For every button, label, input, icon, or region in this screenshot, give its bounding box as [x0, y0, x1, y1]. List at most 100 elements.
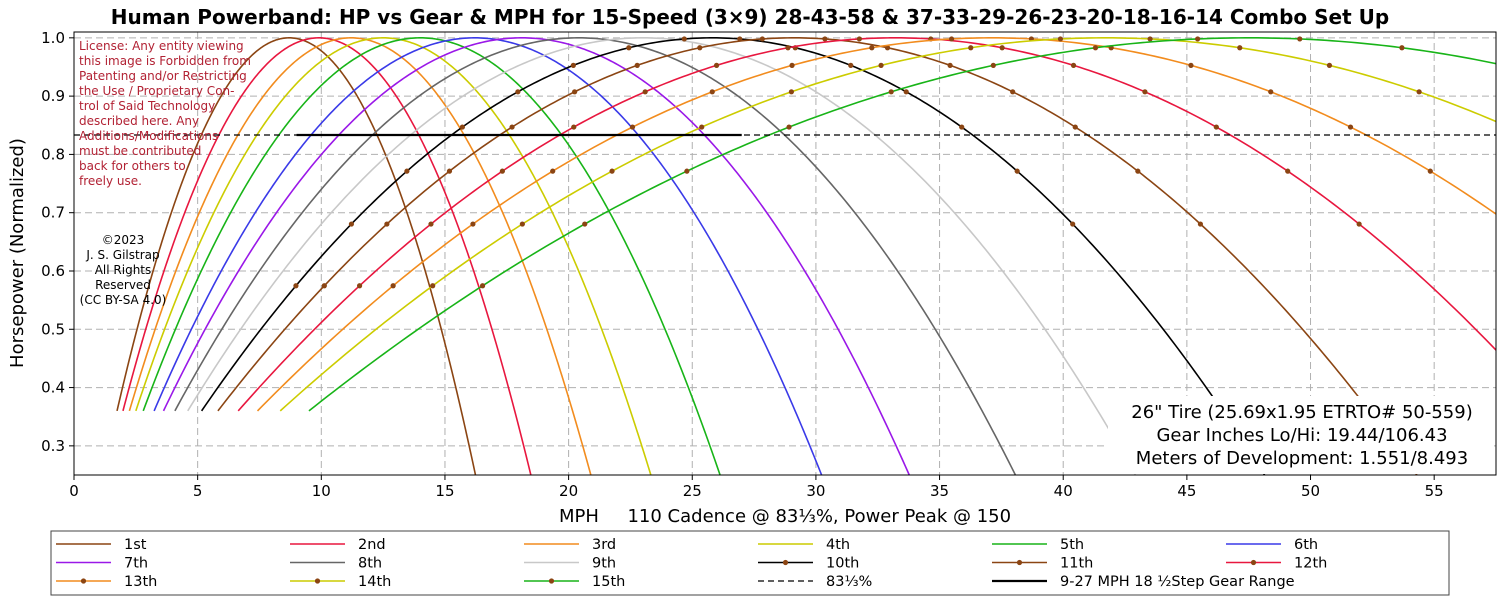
- series-marker-15th: [1399, 45, 1405, 51]
- legend-label: 13th: [124, 574, 157, 590]
- series-marker-14th: [1057, 36, 1064, 42]
- legend-marker: [548, 578, 555, 584]
- series-marker-15th: [888, 89, 894, 95]
- series-marker-10th: [348, 221, 355, 227]
- series-line-4th: [135, 37, 652, 475]
- legend-label: 9-27 MPH 18 ½Step Gear Range: [1060, 574, 1295, 590]
- series-marker-11th: [634, 62, 640, 68]
- series-marker-12th: [1285, 168, 1291, 174]
- series-marker-14th: [1147, 36, 1153, 42]
- series-marker-14th: [699, 124, 705, 130]
- series-marker-11th: [321, 283, 327, 289]
- series-line-15th: [308, 37, 1496, 412]
- series-marker-10th: [681, 36, 687, 42]
- series-line-13th: [256, 37, 1496, 412]
- series-marker-12th: [428, 221, 434, 227]
- y-tick-label: 0.7: [41, 204, 65, 222]
- license-text-line: this image is Forbidden from: [79, 54, 251, 68]
- y-tick-label: 0.9: [41, 87, 65, 105]
- series-marker-15th: [786, 124, 792, 130]
- series-marker-10th: [404, 168, 410, 174]
- legend-marker: [1016, 559, 1023, 566]
- series-marker-12th: [356, 283, 363, 289]
- license-text-line: must be contributed: [79, 144, 201, 158]
- series-marker-14th: [1326, 62, 1333, 68]
- legend-label: 8th: [358, 556, 382, 572]
- series-marker-13th: [470, 221, 476, 227]
- series-marker-15th: [1195, 36, 1201, 42]
- x-tick-label: 45: [1177, 482, 1196, 500]
- series-line-12th: [237, 37, 1496, 412]
- legend-label: 2nd: [358, 537, 386, 553]
- series-marker-12th: [785, 45, 791, 51]
- copyright-text-line: ©2023: [102, 233, 145, 247]
- series-marker-13th: [550, 168, 556, 174]
- legend-label: 3rd: [592, 537, 616, 553]
- series-marker-13th: [869, 45, 875, 51]
- series-marker-11th: [1197, 221, 1204, 227]
- series-marker-14th: [788, 89, 794, 95]
- y-tick-label: 0.6: [41, 262, 65, 280]
- x-tick-label: 30: [806, 482, 825, 500]
- x-tick-label: 50: [1301, 482, 1320, 500]
- legend: 1st 2nd 3rd 4th 5th 6th 7th 8th 9th 10th 11th 12th 1…: [50, 530, 1450, 596]
- series-marker-14th: [609, 168, 615, 174]
- series-marker-11th: [572, 89, 578, 95]
- series-marker-12th: [1142, 89, 1148, 95]
- x-tick-label: 25: [683, 482, 702, 500]
- legend-marker: [1250, 559, 1257, 566]
- series-marker-13th: [949, 36, 955, 42]
- series-marker-12th: [642, 89, 648, 95]
- series-marker-11th: [1010, 89, 1016, 95]
- legend-marker: [80, 578, 87, 584]
- license-text-line: described here. Any: [79, 114, 199, 128]
- series-marker-13th: [629, 124, 636, 130]
- series-marker-10th: [459, 124, 465, 130]
- info-text-line: Meters of Development: 1.551/8.493: [1136, 448, 1468, 469]
- legend-marker: [782, 559, 789, 566]
- series-line-1st: [116, 37, 477, 475]
- license-text-line: Additions/Modifications: [79, 129, 218, 143]
- y-tick-label: 0.8: [41, 145, 65, 163]
- series-marker-12th: [999, 45, 1005, 51]
- legend-label: 6th: [1294, 537, 1318, 553]
- series-marker-13th: [1347, 124, 1354, 130]
- legend-label: 14th: [358, 574, 391, 590]
- x-tick-label: 35: [930, 482, 949, 500]
- series-marker-15th: [990, 62, 996, 68]
- series-marker-12th: [571, 124, 577, 130]
- axes: 0 5 10 15 20 25 30 35 40 45 50 55 0.3 0.4 0.5 0.6 0.7 0.8…: [41, 29, 1497, 500]
- series-marker-14th: [1237, 45, 1243, 51]
- series-line-14th: [279, 37, 1496, 412]
- series-marker-10th: [848, 62, 854, 68]
- series-line-8th: [174, 37, 1017, 475]
- series-marker-13th: [1268, 89, 1274, 95]
- series-marker-12th: [1070, 62, 1077, 68]
- y-tick-label: 1.0: [41, 29, 65, 47]
- legend-label: 1st: [124, 537, 147, 553]
- copyright-text-line: Reserved: [95, 278, 151, 292]
- x-tick-label: 0: [69, 482, 79, 500]
- series-line-5th: [142, 37, 721, 475]
- y-tick-label: 0.3: [41, 437, 65, 455]
- series-marker-13th: [1427, 168, 1433, 174]
- series-marker-15th: [1092, 45, 1099, 51]
- series-marker-11th: [509, 124, 515, 130]
- series-line-6th: [153, 37, 823, 475]
- license-text-line: trol of Said Technology: [79, 99, 215, 113]
- series-line-9th: [187, 37, 1137, 475]
- series-line-7th: [162, 37, 911, 475]
- series-line-10th: [200, 37, 1266, 475]
- series-marker-11th: [1135, 168, 1141, 174]
- series-marker-11th: [446, 168, 453, 174]
- series-marker-10th: [903, 89, 909, 95]
- x-axis-label: MPH 110 Cadence @ 83⅓%, Power Peak @ 150: [559, 506, 1011, 527]
- series-marker-10th: [626, 45, 632, 51]
- series-marker-12th: [713, 62, 720, 68]
- series-marker-10th: [515, 89, 521, 95]
- series-marker-12th: [1356, 221, 1362, 227]
- series-marker-10th: [1070, 221, 1076, 227]
- y-tick-label: 0.5: [41, 320, 65, 338]
